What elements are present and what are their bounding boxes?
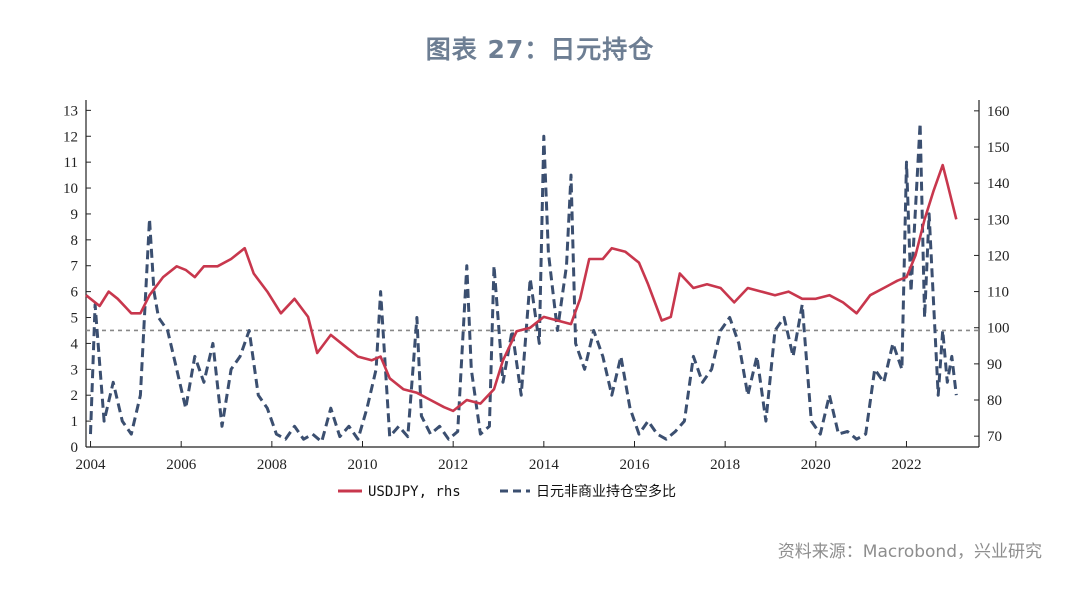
left-tick-label: 0	[71, 440, 79, 456]
left-tick-label: 5	[71, 311, 79, 327]
x-tick-label: 2008	[257, 457, 287, 473]
x-tick-label: 2012	[438, 457, 468, 473]
right-tick-label: 90	[987, 357, 1002, 373]
right-tick-label: 70	[987, 429, 1002, 445]
legend-label-position: 日元非商业持仓空多比	[536, 483, 676, 500]
left-tick-label: 10	[63, 181, 78, 197]
left-tick-label: 13	[63, 103, 78, 119]
x-tick-label: 2006	[166, 457, 197, 473]
left-tick-label: 8	[71, 233, 79, 249]
series-usdjpy-line	[85, 163, 958, 413]
series-position-ratio-line	[89, 121, 958, 444]
left-tick-label: 2	[71, 388, 79, 404]
left-tick-label: 4	[71, 336, 79, 352]
chart-title: 图表 27：日元持仓	[425, 35, 655, 64]
x-tick-label: 2004	[76, 457, 107, 473]
x-tick-label: 2014	[529, 457, 560, 473]
source-note: 资料来源：Macrobond，兴业研究	[777, 542, 1042, 562]
x-tick-label: 2018	[710, 457, 740, 473]
left-tick-label: 12	[63, 129, 78, 145]
series-layer	[85, 121, 958, 444]
legend-label-usdjpy: USDJPY, rhs	[368, 484, 461, 500]
left-tick-label: 3	[71, 362, 79, 378]
right-axis: 70 80 90 100 110 120 130 140 150 160	[974, 104, 1010, 445]
right-tick-label: 140	[987, 176, 1010, 192]
right-tick-label: 150	[987, 140, 1010, 156]
legend: USDJPY, rhs 日元非商业持仓空多比	[338, 483, 676, 500]
right-tick-label: 120	[987, 248, 1010, 264]
right-tick-label: 80	[987, 393, 1002, 409]
left-tick-label: 6	[71, 285, 79, 301]
left-tick-label: 7	[71, 259, 79, 275]
x-tick-label: 2022	[891, 457, 921, 473]
right-tick-label: 100	[987, 321, 1010, 337]
x-tick-label: 2010	[348, 457, 378, 473]
left-tick-label: 9	[71, 207, 79, 223]
x-axis: 2004 2006 2008 2010 2012 2014 2016 2018 2020 2022	[76, 441, 921, 473]
left-tick-label: 1	[71, 414, 79, 430]
axis-frame	[85, 100, 980, 448]
x-tick-label: 2020	[801, 457, 831, 473]
right-tick-label: 110	[987, 285, 1009, 301]
right-tick-label: 130	[987, 212, 1010, 228]
left-tick-label: 11	[64, 155, 78, 171]
x-tick-label: 2016	[619, 457, 650, 473]
right-tick-label: 160	[987, 104, 1010, 120]
